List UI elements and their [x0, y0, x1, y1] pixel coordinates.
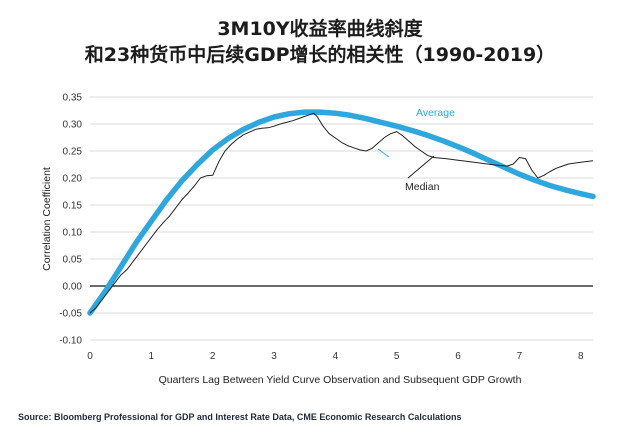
grid-layer [90, 96, 593, 341]
series-layer [87, 109, 596, 316]
y-tick-label: -0.10 [59, 336, 82, 347]
x-tick-label: 1 [149, 351, 155, 362]
y-tick-labels: 0.35 0.30 0.25 0.20 0.15 0.10 0.05 0.00 -0.05 -0.… [59, 93, 82, 347]
average-annotation: Average [416, 107, 455, 119]
y-tick-label: -0.05 [59, 309, 82, 320]
x-tick-label: 7 [517, 351, 523, 362]
y-tick-label: 0.20 [63, 174, 83, 185]
y-tick-label: 0.30 [63, 120, 83, 131]
y-tick-label: 0.35 [63, 93, 83, 104]
chart-title-line1: 3M10Y收益率曲线斜度 [217, 18, 423, 40]
median-leader-line [407, 155, 435, 179]
x-tick-label: 3 [271, 351, 277, 362]
x-tick-label: 6 [455, 351, 461, 362]
y-axis-label: Correlation Coefficient [41, 167, 53, 271]
chart-title-line2: 和23种货币中后续GDP增长的相关性（1990-2019） [84, 44, 556, 66]
x-tick-label: 2 [210, 351, 216, 362]
y-tick-label: 0.05 [63, 255, 83, 266]
y-tick-label: 0.25 [63, 147, 83, 158]
x-tick-label: 8 [578, 351, 584, 362]
average-series-line [87, 109, 596, 316]
x-tick-label: 4 [333, 351, 339, 362]
x-tick-label: 0 [87, 351, 93, 362]
median-series-line [89, 112, 594, 314]
x-tick-label: 5 [394, 351, 400, 362]
y-tick-label: 0.15 [63, 201, 83, 212]
x-tick-labels: 0 1 2 3 4 5 6 7 8 [87, 351, 584, 362]
x-axis-label: Quarters Lag Between Yield Curve Observa… [159, 374, 522, 386]
median-annotation: Median [405, 181, 440, 193]
source-note: Source: Bloomberg Professional for GDP a… [18, 412, 462, 422]
average-leader-line [377, 148, 390, 158]
y-tick-label: 0.00 [63, 282, 83, 293]
y-tick-label: 0.10 [63, 228, 83, 239]
